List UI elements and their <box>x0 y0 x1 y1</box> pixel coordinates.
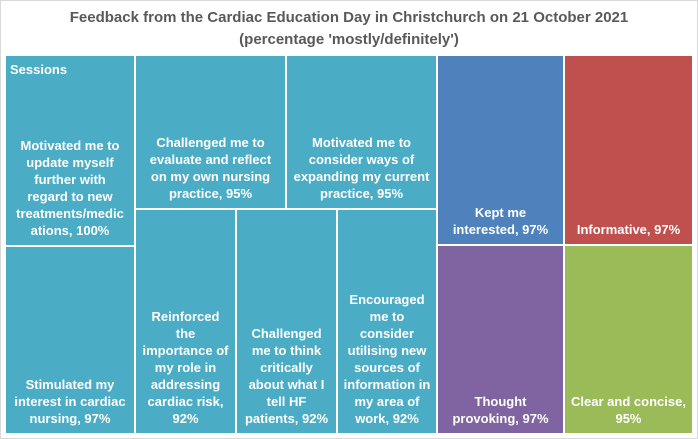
treemap-tile-label: Stimulated my interest in cardiac nursin… <box>14 377 126 426</box>
treemap-tile: Reinforced the importance of my role in … <box>135 209 236 434</box>
treemap-tile: Encouraged me to consider utilising new … <box>337 209 437 434</box>
chart-subtitle: (percentage 'mostly/definitely') <box>239 31 459 48</box>
treemap-tile: Challenged me to think critically about … <box>236 209 337 434</box>
treemap-tile: Kept me interested, 97% <box>437 55 564 245</box>
group-label-sessions: Sessions <box>10 62 68 77</box>
treemap-tile: Thought provoking, 97% <box>437 245 564 434</box>
treemap-tile-label: Encouraged me to consider utilising new … <box>343 292 431 426</box>
treemap-tile-label: Challenged me to think critically about … <box>244 326 329 426</box>
treemap-tile-label: Kept me interested, 97% <box>452 205 549 237</box>
treemap-tile: Challenged me to evaluate and reflect on… <box>135 55 286 209</box>
treemap-tile-label: Motivated me to consider ways of expandi… <box>293 135 430 201</box>
treemap-tile: Motivated me to update myself further wi… <box>5 55 135 246</box>
treemap-tile: Stimulated my interest in cardiac nursin… <box>5 246 135 434</box>
treemap-tile-label: Challenged me to evaluate and reflect on… <box>149 135 272 201</box>
treemap-tile: Informative, 97% <box>564 55 693 245</box>
treemap-tile: Clear and concise, 95% <box>564 245 693 434</box>
treemap-tile-label: Clear and concise, 95% <box>571 394 686 426</box>
treemap-tile-label: Reinforced the importance of my role in … <box>142 309 229 426</box>
treemap-tile-label: Thought provoking, 97% <box>452 394 549 426</box>
treemap-tile: Motivated me to consider ways of expandi… <box>286 55 437 209</box>
chart-title: Feedback from the Cardiac Education Day … <box>69 9 629 26</box>
treemap-tile-label: Motivated me to update myself further wi… <box>16 138 124 238</box>
treemap-tile-label: Informative, 97% <box>576 222 681 237</box>
